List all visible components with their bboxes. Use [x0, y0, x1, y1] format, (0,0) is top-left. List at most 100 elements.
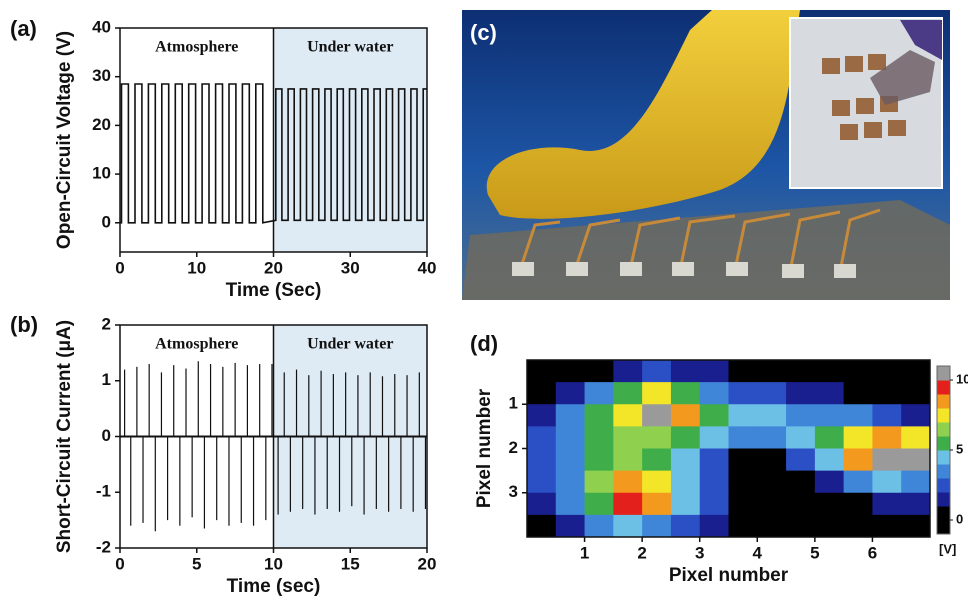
colorbar-tick-label: 5 — [956, 441, 963, 456]
colorbar-band — [937, 380, 950, 395]
map-cell — [671, 426, 700, 449]
map-cell — [527, 360, 556, 383]
colorbar-band — [937, 520, 950, 535]
y-axis-title: Pixel number — [474, 388, 495, 508]
x-tick-label: 30 — [341, 258, 360, 277]
y-tick-label: -1 — [96, 482, 111, 501]
map-cell — [844, 360, 873, 383]
map-cell — [786, 493, 815, 516]
map-cell — [556, 493, 585, 516]
x-tick-label: 15 — [341, 554, 360, 573]
map-cell — [844, 515, 873, 538]
panel-label: (d) — [470, 331, 498, 356]
map-cell — [671, 515, 700, 538]
map-cell — [585, 404, 614, 427]
colorbar-band — [937, 436, 950, 451]
map-cell — [757, 382, 786, 405]
region-label: Atmosphere — [155, 336, 238, 353]
y-tick-label: 20 — [92, 115, 111, 134]
map-cell — [613, 382, 642, 405]
colorbar-tick-label: 10 — [956, 371, 968, 386]
y-axis-title: Open-Circuit Voltage (V) — [54, 31, 75, 249]
x-axis-title: Pixel number — [669, 565, 789, 586]
map-cell — [757, 515, 786, 538]
colorbar-tick-label: 0 — [956, 511, 963, 526]
panel-label: (a) — [10, 16, 37, 41]
map-cell — [585, 382, 614, 405]
y-tick-label: 0 — [102, 212, 111, 231]
region-label: Under water — [307, 336, 393, 353]
map-cell — [729, 382, 758, 405]
x-tick-label: 20 — [418, 554, 437, 573]
map-cell — [757, 493, 786, 516]
colorbar-band — [937, 450, 950, 465]
colorbar-band — [937, 394, 950, 409]
map-cell — [556, 471, 585, 494]
x-tick-label: 6 — [868, 543, 877, 562]
y-tick-label: 1 — [102, 370, 111, 389]
map-cell — [815, 493, 844, 516]
map-cell — [642, 515, 671, 538]
map-cell — [642, 449, 671, 472]
y-tick-label: 40 — [92, 17, 111, 36]
map-cell — [844, 449, 873, 472]
y-tick-label: 10 — [92, 164, 111, 183]
x-tick-label: 1 — [580, 543, 589, 562]
map-cell — [527, 471, 556, 494]
map-cell — [700, 515, 729, 538]
map-cell — [872, 382, 901, 405]
map-cell — [700, 360, 729, 383]
colorbar-band — [937, 478, 950, 493]
photo: (c) — [462, 10, 950, 300]
map-cell — [527, 404, 556, 427]
map-cell — [671, 382, 700, 405]
map-cell — [815, 426, 844, 449]
map-cell — [786, 515, 815, 538]
map-cell — [815, 515, 844, 538]
map-cell — [729, 426, 758, 449]
map-cell — [556, 515, 585, 538]
map-cell — [642, 404, 671, 427]
map-cell — [729, 449, 758, 472]
map-cell — [786, 426, 815, 449]
map-cell — [901, 404, 930, 427]
map-cell — [613, 471, 642, 494]
panel-label: (c) — [470, 20, 497, 45]
map-cell — [556, 360, 585, 383]
x-axis-title: Time (sec) — [227, 576, 321, 597]
x-tick-label: 10 — [187, 258, 206, 277]
map-cell — [527, 449, 556, 472]
map-cell — [729, 493, 758, 516]
map-cell — [901, 426, 930, 449]
x-tick-label: 40 — [418, 258, 437, 277]
x-tick-label: 5 — [810, 543, 819, 562]
map-cell — [671, 471, 700, 494]
map-cell — [815, 471, 844, 494]
map-cell — [642, 471, 671, 494]
map-cell — [844, 382, 873, 405]
map-cell — [556, 382, 585, 405]
map-cell — [786, 360, 815, 383]
map-cell — [613, 449, 642, 472]
figure: (c) AtmosphereUnder water010203040010203… — [0, 0, 968, 599]
map-cell — [757, 426, 786, 449]
colorbar-band — [937, 422, 950, 437]
y-tick-label: 0 — [102, 426, 111, 445]
x-tick-label: 5 — [192, 554, 201, 573]
map-cell — [901, 360, 930, 383]
map-cell — [872, 515, 901, 538]
map-cell — [901, 449, 930, 472]
colorbar-band — [937, 464, 950, 479]
map-cell — [786, 449, 815, 472]
map-cell — [585, 360, 614, 383]
y-tick-label: 2 — [509, 438, 518, 457]
map-cell — [815, 360, 844, 383]
map-cell — [815, 404, 844, 427]
map-cell — [613, 360, 642, 383]
map-cell — [527, 426, 556, 449]
x-tick-label: 2 — [637, 543, 646, 562]
map-cell — [700, 449, 729, 472]
map-cell — [700, 471, 729, 494]
x-axis-title: Time (Sec) — [226, 280, 322, 301]
